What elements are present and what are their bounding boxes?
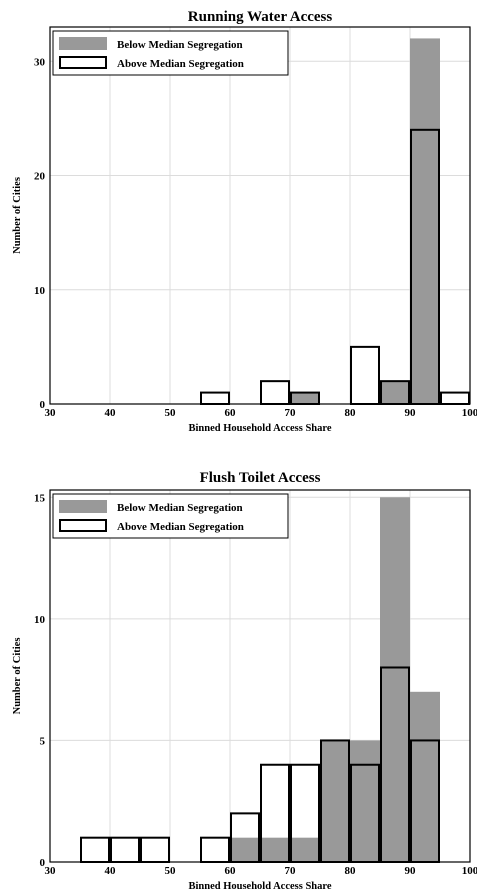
bar-above-median bbox=[140, 836, 170, 864]
bar-below-median bbox=[260, 837, 290, 862]
series-below-median bbox=[290, 38, 440, 404]
bar-below-median bbox=[380, 497, 410, 862]
series-below-median bbox=[230, 497, 440, 862]
x-tick-label: 30 bbox=[45, 865, 57, 877]
x-tick-label: 70 bbox=[285, 407, 297, 419]
x-tick-label: 70 bbox=[285, 865, 297, 877]
legend-label-above-median: Above Median Segregation bbox=[117, 521, 244, 533]
plot-frame bbox=[49, 26, 471, 405]
bar-below-median bbox=[350, 740, 380, 862]
legend-label-above-median: Above Median Segregation bbox=[117, 58, 244, 70]
x-tick-label: 60 bbox=[225, 865, 237, 877]
legend: Below Median Segregation Above Median Seg… bbox=[52, 493, 289, 539]
x-tick-label: 60 bbox=[225, 407, 237, 419]
x-tick-label: 100 bbox=[462, 407, 477, 419]
y-tick-label: 20 bbox=[34, 171, 46, 183]
bar-below-median bbox=[410, 38, 440, 404]
bar-below-median bbox=[290, 837, 320, 862]
bar-below-median bbox=[290, 392, 320, 404]
x-tick-label: 80 bbox=[345, 865, 357, 877]
chart-title: Flush Toilet Access bbox=[200, 470, 321, 486]
y-tick-label: 10 bbox=[34, 285, 46, 297]
plot-frame bbox=[49, 489, 471, 863]
bar-above-median bbox=[440, 391, 470, 405]
bar-above-median bbox=[260, 380, 290, 406]
legend-swatch-below-median bbox=[59, 37, 107, 50]
y-tick-label: 5 bbox=[40, 735, 46, 747]
bar-above-median bbox=[200, 836, 230, 864]
chart-title: Running Water Access bbox=[188, 9, 333, 25]
x-tick-label: 90 bbox=[405, 865, 417, 877]
x-axis-label: Binned Household Access Share bbox=[188, 423, 331, 434]
x-tick-label: 80 bbox=[345, 407, 357, 419]
legend: Below Median Segregation Above Median Seg… bbox=[52, 30, 289, 76]
y-tick-label: 30 bbox=[34, 56, 46, 68]
bar-below-median bbox=[230, 837, 260, 862]
legend-swatch-above-median bbox=[59, 519, 107, 532]
series-above-median bbox=[200, 128, 470, 406]
legend-swatch-below-median bbox=[59, 500, 107, 513]
y-tick-label: 15 bbox=[34, 492, 46, 504]
y-axis-label: Number of Cities bbox=[12, 177, 23, 254]
bar-above-median bbox=[200, 391, 230, 405]
x-tick-label: 40 bbox=[105, 407, 117, 419]
x-tick-label: 90 bbox=[405, 407, 417, 419]
y-axis-label: Number of Cities bbox=[12, 638, 23, 715]
x-tick-label: 40 bbox=[105, 865, 117, 877]
bar-below-median bbox=[380, 381, 410, 404]
bar-above-median bbox=[110, 836, 140, 864]
y-tick-label: 0 bbox=[40, 857, 46, 869]
legend-label-below-median: Below Median Segregation bbox=[117, 39, 243, 51]
x-tick-label: 100 bbox=[462, 865, 477, 877]
x-tick-label: 30 bbox=[45, 407, 57, 419]
x-tick-label: 50 bbox=[165, 407, 177, 419]
y-tick-label: 10 bbox=[34, 614, 46, 626]
y-tick-label: 0 bbox=[40, 399, 46, 411]
chart-running-water: Running Water Access 30 40 50 60 70 80 90 100 0 10… bbox=[12, 9, 477, 434]
legend-label-below-median: Below Median Segregation bbox=[117, 502, 243, 514]
x-axis-label: Binned Household Access Share bbox=[188, 881, 331, 892]
legend-swatch-above-median bbox=[59, 56, 107, 69]
x-tick-label: 50 bbox=[165, 865, 177, 877]
bar-below-median bbox=[410, 691, 440, 862]
bar-above-median bbox=[80, 836, 110, 864]
bar-above-median bbox=[350, 345, 380, 405]
chart-flush-toilet: Flush Toilet Access 30 40 50 60 70 80 90 100 0 5 10… bbox=[12, 470, 477, 892]
gridlines bbox=[49, 27, 471, 405]
bar-below-median bbox=[320, 740, 350, 862]
